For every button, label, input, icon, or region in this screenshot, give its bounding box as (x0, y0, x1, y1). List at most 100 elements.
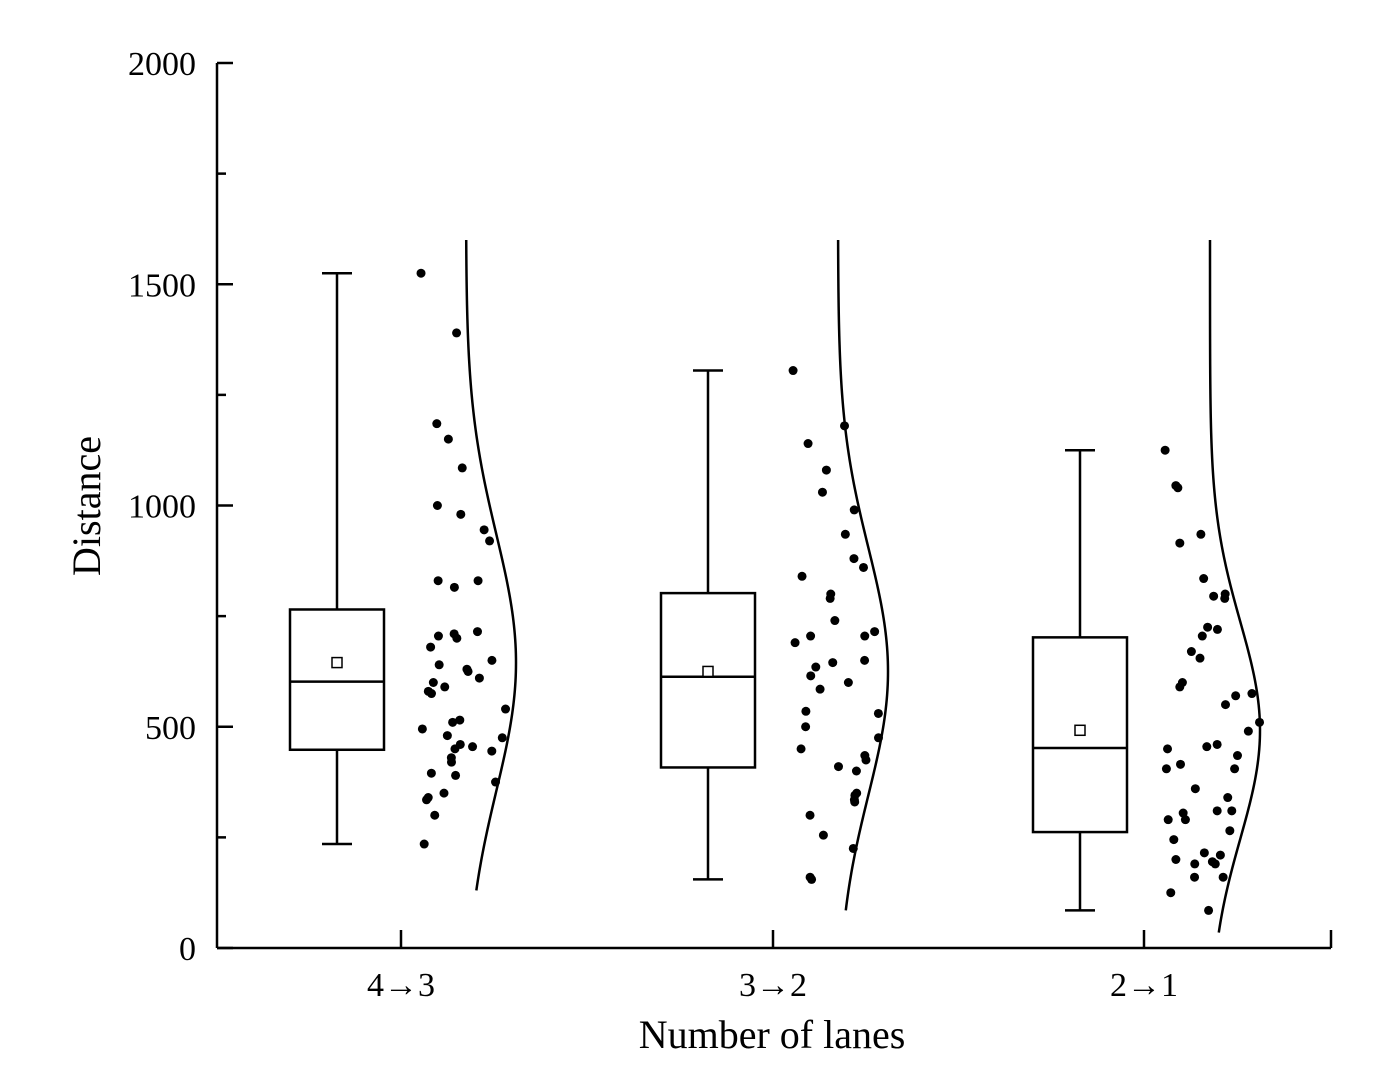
data-point (440, 682, 450, 692)
data-point (797, 571, 807, 581)
data-point (457, 463, 467, 473)
data-point (1171, 855, 1181, 864)
data-point (1218, 872, 1228, 882)
data-point (434, 660, 444, 670)
data-point (790, 638, 800, 648)
mean-marker (331, 656, 343, 669)
data-point (417, 724, 427, 734)
data-point (849, 554, 859, 564)
data-point (426, 768, 436, 778)
data-point (1163, 744, 1173, 754)
data-point (1232, 751, 1242, 761)
data-point (807, 874, 817, 884)
data-point (497, 733, 507, 743)
data-point (1223, 793, 1233, 803)
data-point (830, 616, 840, 626)
data-point (473, 576, 483, 586)
data-point (1175, 538, 1185, 548)
data-point (422, 795, 432, 805)
data-point (1247, 689, 1257, 699)
axes: 0 500 1000 1500 2000 4→3 3→2 2→1 (128, 46, 1333, 1004)
box-group (1031, 448, 1129, 912)
data-point (1243, 726, 1253, 736)
data-point (449, 582, 459, 592)
data-point (426, 689, 436, 699)
box-iqr (659, 591, 757, 769)
data-point (801, 722, 811, 732)
data-point (487, 746, 497, 756)
mean-marker (1074, 724, 1086, 737)
data-point (849, 505, 859, 515)
data-points (1160, 445, 1265, 915)
data-point (873, 733, 883, 743)
data-point (1204, 905, 1214, 915)
data-point (428, 678, 438, 687)
box-group (288, 271, 386, 846)
data-point (1227, 806, 1237, 816)
data-point (848, 843, 858, 853)
data-point (1220, 593, 1230, 603)
data-point (1190, 784, 1200, 794)
data-point (491, 777, 501, 787)
data-point (1212, 739, 1222, 749)
x-tick-label: 2→1 (1110, 967, 1178, 1004)
data-point (825, 593, 835, 603)
data-point (1210, 859, 1220, 869)
data-point (840, 421, 850, 431)
data-point (870, 627, 880, 637)
data-point (1230, 764, 1240, 774)
x-tick-label: 4→3 (367, 967, 435, 1004)
data-point (446, 757, 456, 767)
data-point (815, 684, 825, 694)
data-point (1209, 591, 1219, 601)
data-point (833, 762, 843, 772)
data-point (479, 525, 489, 535)
data-point (450, 744, 460, 754)
data-point (1176, 759, 1185, 769)
data-point (860, 655, 870, 665)
x-axis-title: Number of lanes (639, 1012, 906, 1057)
data-point (1221, 700, 1230, 710)
data-point (1173, 483, 1183, 493)
y-axis-title: Distance (64, 436, 109, 576)
data-point (452, 328, 462, 338)
data-point (501, 704, 511, 714)
data-point (1212, 806, 1222, 816)
data-point (817, 487, 827, 497)
data-point (843, 678, 853, 687)
data-point (463, 666, 473, 676)
data-point (828, 658, 838, 668)
data-point (796, 744, 806, 754)
data-point (806, 671, 816, 681)
data-point (487, 655, 497, 665)
data-point (432, 419, 442, 429)
data-point (442, 731, 452, 741)
data-point (448, 717, 458, 727)
data-point (1202, 742, 1212, 752)
data-point (803, 439, 813, 449)
data-point (416, 268, 426, 278)
data-point (1195, 653, 1205, 663)
data-point (1186, 647, 1196, 657)
data-point (1212, 624, 1222, 634)
data-point (1190, 872, 1200, 882)
data-point (1163, 815, 1173, 825)
data-point (474, 673, 484, 683)
data-point (818, 830, 828, 840)
data-point (433, 631, 443, 641)
data-point (805, 810, 815, 820)
data-point (432, 501, 442, 510)
data-point (1199, 848, 1209, 858)
data-point (811, 662, 821, 672)
data-point (443, 434, 453, 444)
data-point (452, 633, 462, 643)
mean-marker (702, 665, 714, 678)
data-point (1197, 631, 1207, 641)
data-point (419, 839, 429, 849)
data-point (433, 576, 443, 586)
data-point (426, 642, 436, 652)
y-tick-label: 1500 (128, 267, 196, 304)
data-point (860, 631, 870, 641)
data-point (1255, 717, 1265, 727)
